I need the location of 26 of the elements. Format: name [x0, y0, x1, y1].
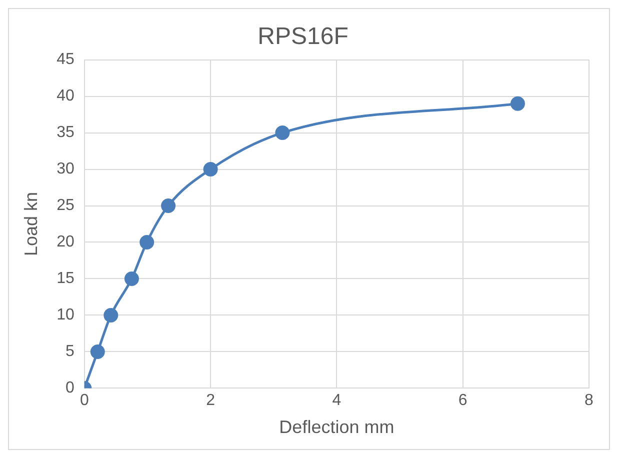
- x-tick-label: 6: [458, 392, 468, 410]
- chart-title: RPS16F: [258, 23, 348, 50]
- point: [140, 234, 154, 250]
- y-tick-label: 20: [56, 234, 74, 251]
- point: [161, 198, 176, 214]
- y-axis-title: Load kn: [20, 192, 41, 256]
- point: [124, 271, 139, 286]
- point: [90, 344, 105, 359]
- y-tick-label: 25: [56, 197, 74, 214]
- y-tick-label: 15: [56, 270, 74, 288]
- x-tick-label: 8: [584, 392, 594, 410]
- point: [203, 162, 218, 177]
- x-tick-label: 2: [206, 392, 216, 410]
- y-tick-label: 40: [56, 88, 74, 105]
- x-tick-label: 0: [80, 392, 89, 410]
- x-axis-title: Deflection mm: [279, 417, 394, 438]
- y-tick-label: 5: [65, 343, 74, 360]
- y-tick-label: 45: [56, 51, 74, 68]
- point: [275, 126, 290, 140]
- y-tick-label: 30: [56, 160, 74, 178]
- point: [510, 96, 525, 111]
- y-tick-label: 0: [65, 380, 74, 397]
- point: [104, 308, 118, 322]
- y-tick-label: 35: [56, 124, 74, 142]
- y-tick-label: 10: [56, 306, 74, 324]
- x-tick-label: 4: [332, 392, 342, 410]
